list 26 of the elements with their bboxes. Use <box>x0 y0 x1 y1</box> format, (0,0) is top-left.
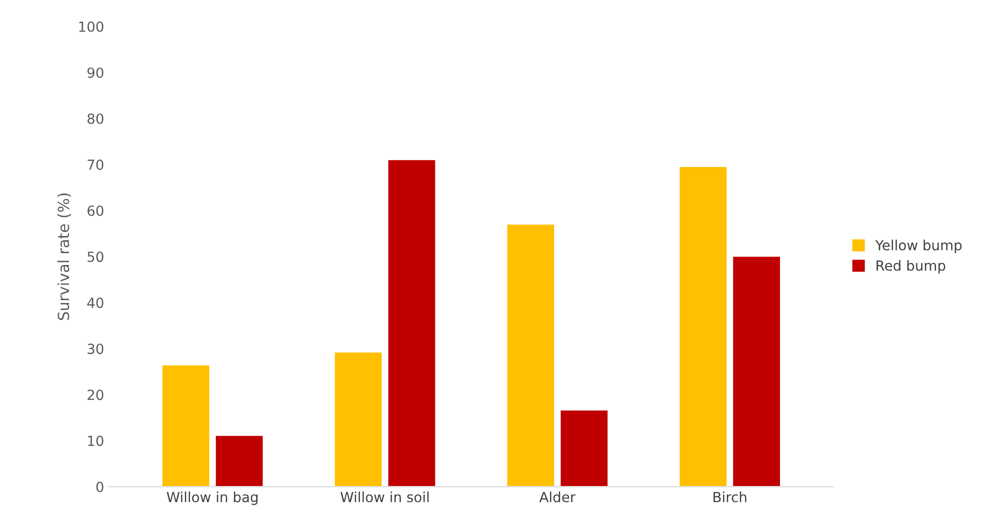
legend-label: Red bump <box>876 260 946 274</box>
y-tick-label: 50 <box>88 252 104 262</box>
x-tick-label: Birch <box>714 492 746 502</box>
bar <box>678 166 728 487</box>
y-tick-label: 60 <box>88 206 104 216</box>
bar <box>506 223 556 487</box>
x-tick-label: Willow in soil <box>340 492 429 502</box>
y-tick-label: 40 <box>87 298 104 308</box>
y-tick-label: 10 <box>88 436 104 446</box>
bar <box>732 255 782 487</box>
y-tick-label: 30 <box>88 344 104 354</box>
y-axis-title: Survival rate (%) <box>57 193 72 320</box>
legend-label: Yellow bump <box>875 240 962 254</box>
bar <box>333 351 384 487</box>
bar <box>559 409 609 487</box>
y-tick-label: 90 <box>87 67 104 78</box>
y-tick-label: 70 <box>88 159 104 170</box>
bar <box>161 364 211 487</box>
y-tick-label: 100 <box>79 21 104 32</box>
y-tick-label: 0 <box>96 482 104 492</box>
bar <box>214 434 264 487</box>
x-tick-label: Alder <box>539 492 576 502</box>
y-tick-label: 80 <box>88 113 104 124</box>
x-tick-label: Willow in bag <box>166 492 258 505</box>
y-tick-label: 20 <box>88 390 104 400</box>
bar <box>386 158 437 487</box>
